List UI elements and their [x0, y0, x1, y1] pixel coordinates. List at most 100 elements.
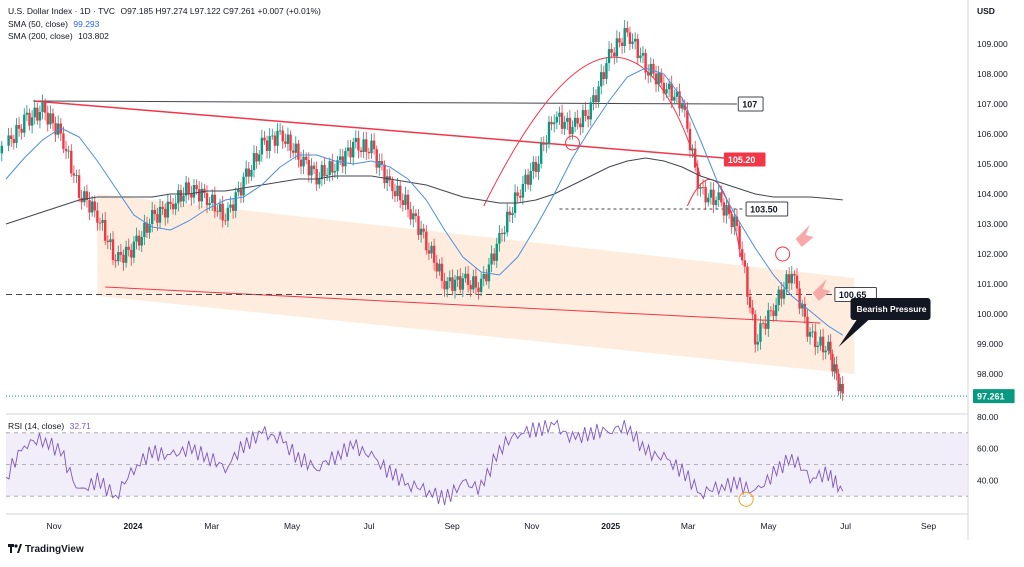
candle — [51, 108, 55, 131]
candle-body — [365, 139, 368, 152]
candle-body — [349, 147, 352, 158]
candle-body — [109, 239, 112, 243]
candle — [738, 221, 741, 258]
sma50-legend[interactable]: SMA (50, close) 99.293 — [8, 19, 99, 29]
candle — [464, 266, 467, 283]
candle-body — [464, 273, 467, 279]
candle — [158, 198, 162, 229]
candle — [77, 169, 81, 203]
candle-body — [247, 168, 250, 177]
candle — [365, 131, 368, 160]
rounded-top-arc — [483, 56, 701, 207]
candle-body — [727, 205, 731, 215]
candle — [216, 204, 219, 217]
candle-body — [831, 353, 834, 372]
candle-body — [430, 245, 433, 254]
candle-body — [547, 121, 551, 144]
x-tick-label: 2024 — [124, 521, 143, 531]
candle — [43, 98, 47, 121]
candle — [30, 110, 34, 134]
rsi-tick-label: 40.00 — [977, 475, 999, 485]
candle-body — [477, 287, 480, 292]
candle — [265, 135, 269, 159]
candle — [49, 105, 52, 129]
candle — [98, 217, 102, 231]
candle-body — [808, 332, 812, 337]
candle-body — [106, 240, 110, 243]
candle — [699, 183, 702, 197]
candle — [286, 127, 290, 152]
x-tick-label: Sep — [921, 521, 936, 531]
candle-body — [730, 214, 733, 228]
candle-body — [756, 341, 760, 345]
candle-body — [717, 192, 720, 201]
candle-body — [819, 336, 822, 346]
candle-body — [654, 73, 658, 85]
candle — [140, 231, 143, 253]
candle-body — [835, 364, 838, 374]
candle — [675, 87, 679, 105]
candle — [743, 252, 746, 274]
candle-body — [472, 276, 475, 290]
candle-body — [821, 336, 825, 353]
candle-body — [93, 201, 96, 211]
candle — [182, 187, 185, 208]
candle-body — [28, 112, 31, 126]
candle — [438, 258, 441, 276]
candle-body — [524, 174, 527, 184]
candle-body — [190, 193, 193, 198]
candle-body — [709, 189, 713, 198]
candle-body — [372, 140, 376, 150]
candle-body — [156, 214, 159, 223]
candle-body — [271, 135, 274, 137]
candle — [665, 82, 668, 98]
candle — [725, 197, 728, 224]
candle — [312, 161, 316, 174]
candle — [563, 115, 566, 135]
candle-body — [218, 203, 222, 212]
candle — [534, 156, 538, 178]
candle — [161, 200, 164, 216]
candle — [62, 126, 65, 154]
candle — [156, 207, 159, 231]
candle — [511, 206, 514, 223]
candle-body — [534, 161, 538, 172]
minor-top-arc — [686, 178, 742, 258]
candle-body — [696, 167, 700, 189]
sma200-legend[interactable]: SMA (200, close) 103.802 — [8, 31, 109, 41]
brand-name: TradingView — [25, 544, 84, 555]
level-103-label: 103.50 — [750, 205, 778, 215]
candle — [602, 65, 606, 86]
candle-body — [751, 307, 754, 315]
candle-body — [177, 190, 180, 204]
candle-body — [495, 243, 498, 261]
rsi-legend[interactable]: RSI (14, close) 32.71 — [8, 421, 91, 431]
candle-body — [336, 160, 339, 172]
candle — [701, 179, 705, 195]
tradingview-logo[interactable]: TradingView — [8, 544, 84, 555]
candle-body — [738, 225, 741, 250]
candle — [208, 196, 211, 211]
candle-body — [539, 142, 543, 164]
candle — [670, 75, 673, 109]
candle — [114, 254, 117, 268]
candle-body — [409, 209, 412, 220]
candle-body — [70, 150, 73, 174]
candle-body — [764, 323, 767, 329]
candle-body — [64, 148, 68, 152]
candle-body — [571, 126, 574, 135]
candle — [693, 140, 697, 172]
candle-body — [216, 211, 219, 213]
candle — [573, 111, 577, 133]
candle — [785, 270, 788, 296]
candle-body — [581, 110, 585, 128]
candle — [393, 183, 397, 203]
candle-body — [466, 273, 470, 285]
candle — [137, 230, 141, 251]
candle — [70, 144, 73, 177]
candle — [542, 136, 545, 152]
candle-body — [221, 203, 224, 221]
candle — [772, 303, 775, 322]
candle — [427, 242, 431, 261]
